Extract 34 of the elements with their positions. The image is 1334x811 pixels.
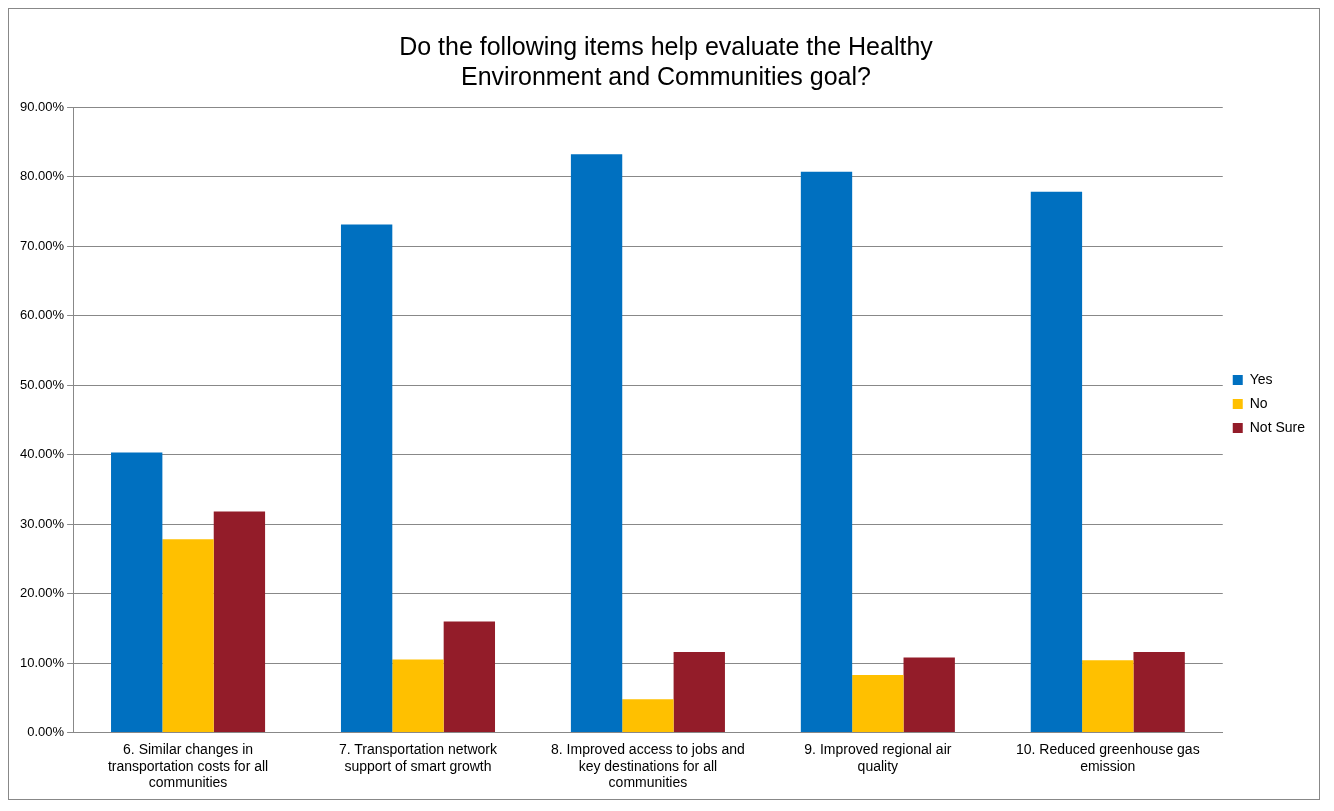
y-tick-label: 90.00% (20, 98, 65, 114)
bar (1133, 651, 1185, 733)
y-tick-label: 70.00% (20, 237, 65, 253)
bar (800, 171, 853, 733)
bar (1082, 660, 1134, 733)
legend-label: Not Sure (1249, 418, 1306, 435)
y-tick-label: 20.00% (20, 585, 65, 601)
y-tick-label: 10.00% (20, 654, 65, 670)
bar (622, 699, 674, 733)
chart-title: Do the following items help evaluate the Healthy Environment and Communities goal? (399, 31, 934, 90)
bar (162, 539, 214, 733)
x-tick-label: 8. Improved access to jobs and key destinations for all communities (551, 740, 745, 791)
bar (903, 657, 955, 733)
y-tick-label: 50.00% (20, 376, 65, 392)
bar (1030, 191, 1083, 733)
bar (213, 511, 266, 733)
y-tick-label: 60.00% (20, 307, 65, 323)
x-tick-label: 9. Improved regional air quality (804, 740, 952, 774)
legend-label: Yes (1249, 370, 1273, 387)
legend-label: No (1249, 394, 1268, 411)
y-tick-label: 40.00% (20, 446, 65, 462)
y-tick-label: 0.00% (27, 724, 65, 740)
x-tick-label: 7. Transportation network support of smart growth (339, 740, 498, 774)
x-tick-label: 10. Reduced greenhouse gas emission (1015, 740, 1200, 774)
bar (852, 674, 904, 733)
bar (673, 651, 725, 733)
y-tick-label: 30.00% (20, 515, 65, 531)
bar (443, 621, 496, 733)
bar (111, 452, 163, 733)
y-tick-label: 80.00% (20, 168, 65, 184)
x-tick-label: 6. Similar changes in transportation costs for all communities (107, 740, 269, 791)
bar (392, 659, 444, 733)
bar (570, 154, 623, 733)
bar (340, 224, 393, 733)
